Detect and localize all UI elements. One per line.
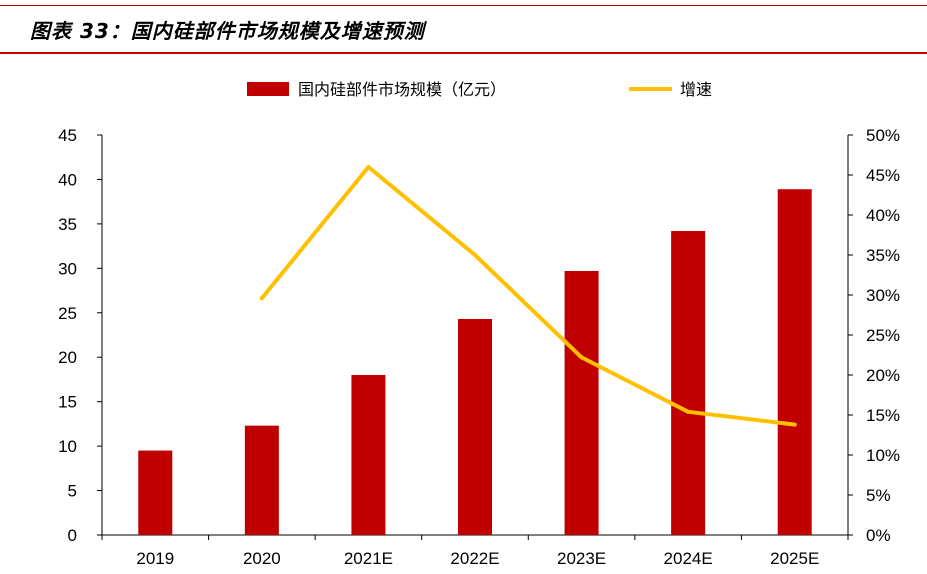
x-tick-label: 2021E <box>344 549 393 568</box>
right-tick-label: 35% <box>866 246 900 265</box>
bar-2020 <box>244 425 279 535</box>
axes: 0 5 10 15 20 25 30 35 40 45 0% 5% 10% 15% 20% 25% 30% 35%… <box>58 126 900 568</box>
left-tick-label: 10 <box>58 437 77 456</box>
top-rule <box>0 5 927 6</box>
left-tick-label: 45 <box>58 126 77 145</box>
x-tick-label: 2024E <box>664 549 713 568</box>
bar-2022E <box>458 319 492 535</box>
right-tick-label: 20% <box>866 366 900 385</box>
left-tick-label: 5 <box>68 482 77 501</box>
growth-line-series <box>259 165 797 427</box>
left-tick-label: 30 <box>58 259 77 278</box>
right-tick-label: 45% <box>866 166 900 185</box>
growth-point-2021E <box>366 165 371 169</box>
right-tick-label: 30% <box>866 286 900 305</box>
title-rule <box>0 52 927 54</box>
left-tick-label: 35 <box>58 215 77 234</box>
x-tick-label: 2019 <box>136 549 174 568</box>
legend-bar-swatch <box>247 82 289 96</box>
left-tick-label: 20 <box>58 348 77 367</box>
legend-bar-label: 国内硅部件市场规模（亿元） <box>298 81 506 99</box>
right-tick-label: 50% <box>866 126 900 145</box>
figure-title: 图表 33：国内硅部件市场规模及增速预测 <box>30 19 425 43</box>
bar-2019 <box>138 450 173 535</box>
growth-point-2020 <box>259 296 264 301</box>
right-tick-label: 5% <box>866 486 891 505</box>
x-tick-label: 2025E <box>770 549 819 568</box>
bar-series <box>138 189 812 535</box>
x-tick-label: 2023E <box>557 549 606 568</box>
growth-point-2024E <box>686 409 691 414</box>
right-tick-label: 25% <box>866 326 900 345</box>
growth-point-2022E <box>473 253 477 257</box>
right-tick-label: 40% <box>866 206 900 225</box>
x-tick-label: 2022E <box>450 549 499 568</box>
left-tick-label: 40 <box>58 170 77 189</box>
right-tick-label: 10% <box>866 446 900 465</box>
right-tick-label: 0% <box>866 526 891 545</box>
x-tick-label: 2020 <box>243 549 281 568</box>
growth-point-2023E <box>579 355 584 360</box>
left-tick-label: 15 <box>58 393 77 412</box>
left-tick-label: 0 <box>68 526 77 545</box>
bar-2025E <box>777 189 812 535</box>
legend: 国内硅部件市场规模（亿元） 增速 <box>247 81 712 99</box>
legend-line-label: 增速 <box>680 81 712 99</box>
left-tick-label: 25 <box>58 304 77 323</box>
bar-2021E <box>351 375 386 535</box>
bar-2024E <box>671 231 706 535</box>
growth-point-2025E <box>792 422 797 427</box>
bar-2023E <box>564 271 599 535</box>
growth-line <box>259 165 797 427</box>
right-tick-label: 15% <box>866 406 900 425</box>
